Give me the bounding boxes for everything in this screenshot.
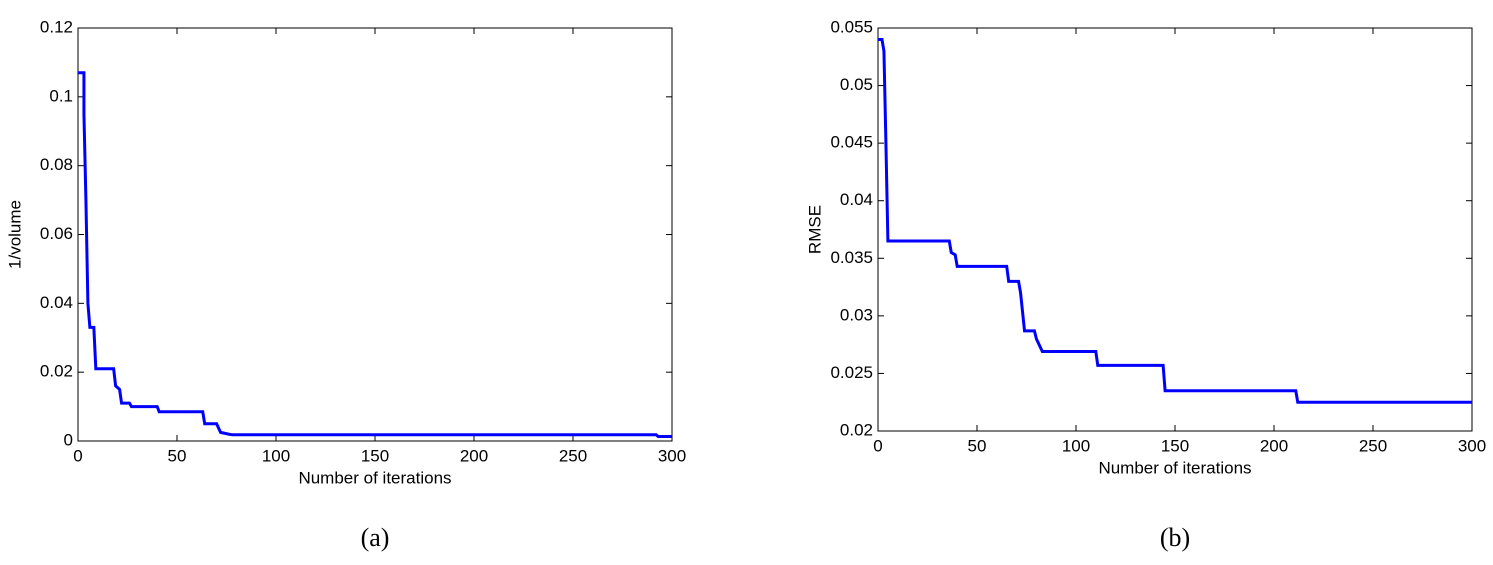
caption: (a) — [361, 523, 390, 552]
y-tick-label: 0.02 — [40, 362, 73, 381]
x-axis-label: Number of iterations — [298, 468, 451, 487]
data-line — [878, 38, 1472, 404]
y-tick-label: 0.02 — [840, 420, 873, 439]
x-tick-label: 150 — [1161, 436, 1189, 455]
y-tick-label: 0.025 — [830, 363, 873, 382]
y-tick-label: 0.055 — [830, 17, 873, 36]
x-tick-label: 100 — [1062, 436, 1090, 455]
y-tick-label: 0.04 — [840, 190, 873, 209]
data-line — [78, 71, 672, 439]
y-tick-label: 0.05 — [840, 75, 873, 94]
y-tick-label: 0.06 — [40, 224, 73, 243]
y-tick-label: 0.12 — [40, 17, 73, 36]
x-tick-label: 300 — [658, 446, 686, 465]
x-tick-label: 50 — [968, 436, 987, 455]
x-tick-label: 0 — [73, 446, 82, 465]
caption: (b) — [1160, 523, 1190, 552]
x-tick-label: 200 — [1260, 436, 1288, 455]
y-tick-label: 0.08 — [40, 155, 73, 174]
y-axis-label: 1/volume — [5, 200, 24, 269]
x-tick-label: 0 — [873, 436, 882, 455]
plot-area — [77, 27, 673, 442]
y-tick-label: 0.04 — [40, 293, 73, 312]
y-tick-label: 0.03 — [840, 305, 873, 324]
plot-area — [877, 27, 1473, 432]
x-tick-label: 150 — [361, 446, 389, 465]
y-tick-label: 0.1 — [49, 86, 73, 105]
x-tick-label: 100 — [262, 446, 290, 465]
y-tick-label: 0 — [64, 430, 73, 449]
x-tick-label: 250 — [1359, 436, 1387, 455]
x-tick-label: 300 — [1458, 436, 1486, 455]
y-tick-label: 0.035 — [830, 248, 873, 267]
x-tick-label: 250 — [559, 446, 587, 465]
x-tick-label: 50 — [168, 446, 187, 465]
y-tick-label: 0.045 — [830, 133, 873, 152]
y-axis-label: RMSE — [805, 205, 824, 254]
x-axis-label: Number of iterations — [1098, 458, 1251, 477]
x-tick-label: 200 — [460, 446, 488, 465]
